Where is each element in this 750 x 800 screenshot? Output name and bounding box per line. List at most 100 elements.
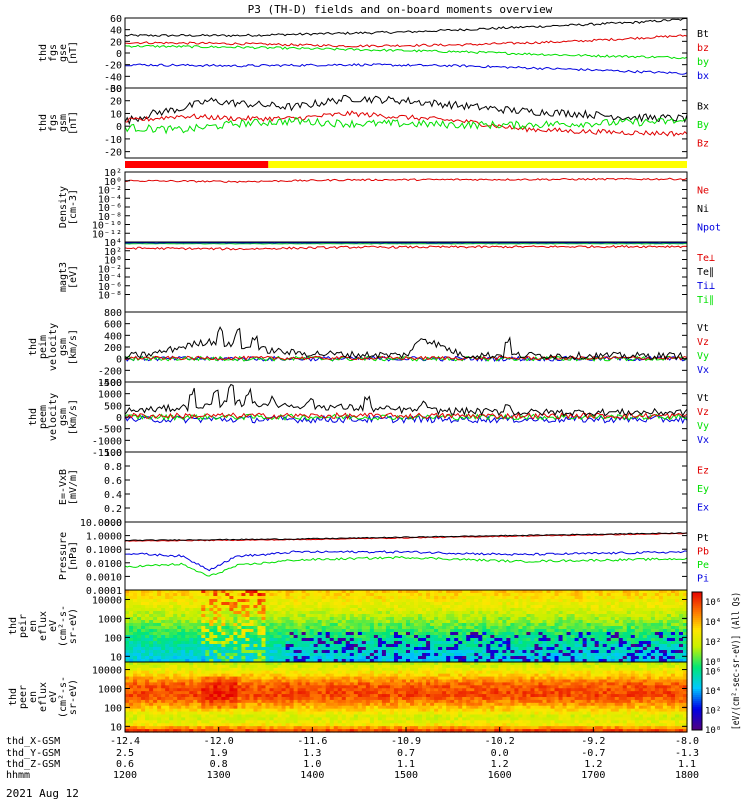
heatmap-cell xyxy=(341,656,347,660)
heatmap-cell xyxy=(297,596,303,600)
heatmap-cell xyxy=(586,662,592,666)
heatmap-cell xyxy=(141,670,146,675)
heatmap-cell xyxy=(626,670,632,675)
heatmap-cell xyxy=(145,590,150,594)
heatmap-cell xyxy=(393,670,399,675)
heatmap-cell xyxy=(161,635,166,639)
heatmap-cell xyxy=(321,596,327,600)
heatmap-cell xyxy=(241,635,247,639)
heatmap-cell xyxy=(349,676,355,681)
heatmap-cell xyxy=(566,617,572,621)
heatmap-cell xyxy=(345,667,351,672)
heatmap-cell xyxy=(265,599,271,603)
heatmap-cell xyxy=(237,667,243,672)
heatmap-cell xyxy=(309,685,315,689)
heatmap-cell xyxy=(129,626,134,630)
heatmap-cell xyxy=(165,647,170,651)
heatmap-cell xyxy=(478,656,483,660)
heatmap-cell xyxy=(534,650,540,654)
heatmap-cell xyxy=(209,685,214,689)
heatmap-cell xyxy=(638,644,644,648)
heatmap-cell xyxy=(514,653,519,657)
colorbar-cell xyxy=(692,625,702,628)
heatmap-cell xyxy=(470,611,475,615)
heatmap-cell xyxy=(526,632,532,636)
heatmap-cell xyxy=(474,602,479,606)
heatmap-cell xyxy=(566,626,572,630)
heatmap-cell xyxy=(678,670,684,675)
heatmap-cell xyxy=(269,656,275,660)
heatmap-cell xyxy=(666,626,672,630)
heatmap-cell xyxy=(389,667,395,672)
heatmap-cell xyxy=(361,650,367,654)
heatmap-cell xyxy=(365,635,371,639)
heatmap-cell xyxy=(137,664,142,669)
heatmap-cell xyxy=(530,685,536,689)
heatmap-cell xyxy=(177,590,182,594)
heatmap-cell xyxy=(414,611,419,615)
heatmap-cell xyxy=(377,593,383,597)
heatmap-cell xyxy=(393,685,399,689)
heatmap-cell xyxy=(542,623,548,627)
heatmap-cell xyxy=(554,608,560,612)
heatmap-cell xyxy=(518,659,524,663)
heatmap-cell xyxy=(269,635,275,639)
heatmap-cell xyxy=(410,650,415,654)
heatmap-cell xyxy=(317,676,323,681)
heatmap-cell xyxy=(442,673,447,678)
legend-Vy: Vy xyxy=(697,351,709,362)
heatmap-cell xyxy=(458,605,463,609)
heatmap-cell xyxy=(401,638,407,642)
heatmap-cell xyxy=(558,650,564,654)
heatmap-cell xyxy=(129,685,134,689)
heatmap-cell xyxy=(309,673,315,678)
heatmap-cell xyxy=(389,593,395,597)
heatmap-cell xyxy=(650,659,656,663)
heatmap-cell xyxy=(189,682,194,686)
heatmap-cell xyxy=(145,614,150,618)
heatmap-cell xyxy=(317,662,323,666)
heatmap-cell xyxy=(534,641,540,645)
heatmap-cell xyxy=(357,664,363,669)
heatmap-cell xyxy=(149,605,154,609)
heatmap-cell xyxy=(586,635,592,639)
heatmap-cell xyxy=(365,620,371,624)
heatmap-cell xyxy=(261,617,267,621)
heatmap-cell xyxy=(133,662,138,666)
heatmap-cell xyxy=(486,617,491,621)
heatmap-cell xyxy=(494,650,499,654)
heatmap-cell xyxy=(297,673,303,678)
heatmap-cell xyxy=(193,685,198,689)
heatmap-cell xyxy=(542,670,548,675)
heatmap-cell xyxy=(185,626,190,630)
heatmap-cell xyxy=(614,685,620,689)
heatmap-cell xyxy=(422,656,427,660)
heatmap-cell xyxy=(269,620,275,624)
heatmap-cell xyxy=(289,656,295,660)
heatmap-cell xyxy=(385,662,391,666)
heatmap-cell xyxy=(341,664,347,669)
heatmap-cell xyxy=(373,679,379,684)
heatmap-cell xyxy=(458,596,463,600)
heatmap-cell xyxy=(253,653,259,657)
heatmap-cell xyxy=(189,614,194,618)
heatmap-cell xyxy=(618,664,624,669)
heatmap-cell xyxy=(157,656,162,660)
heatmap-cell xyxy=(181,656,186,660)
heatmap-cell xyxy=(173,662,178,666)
heatmap-cell xyxy=(478,599,483,603)
heatmap-cell xyxy=(289,664,295,669)
heatmap-cell xyxy=(185,650,190,654)
heatmap-cell xyxy=(337,673,343,678)
heatmap-cell xyxy=(257,590,263,594)
heatmap-cell xyxy=(674,593,680,597)
heatmap-cell xyxy=(157,632,162,636)
heatmap-cell xyxy=(285,662,291,666)
heatmap-cell xyxy=(253,676,259,681)
heatmap-cell xyxy=(634,608,640,612)
heatmap-cell xyxy=(249,590,255,594)
heatmap-cell xyxy=(454,670,459,675)
heatmap-cell xyxy=(582,620,588,624)
heatmap-cell xyxy=(165,685,170,689)
